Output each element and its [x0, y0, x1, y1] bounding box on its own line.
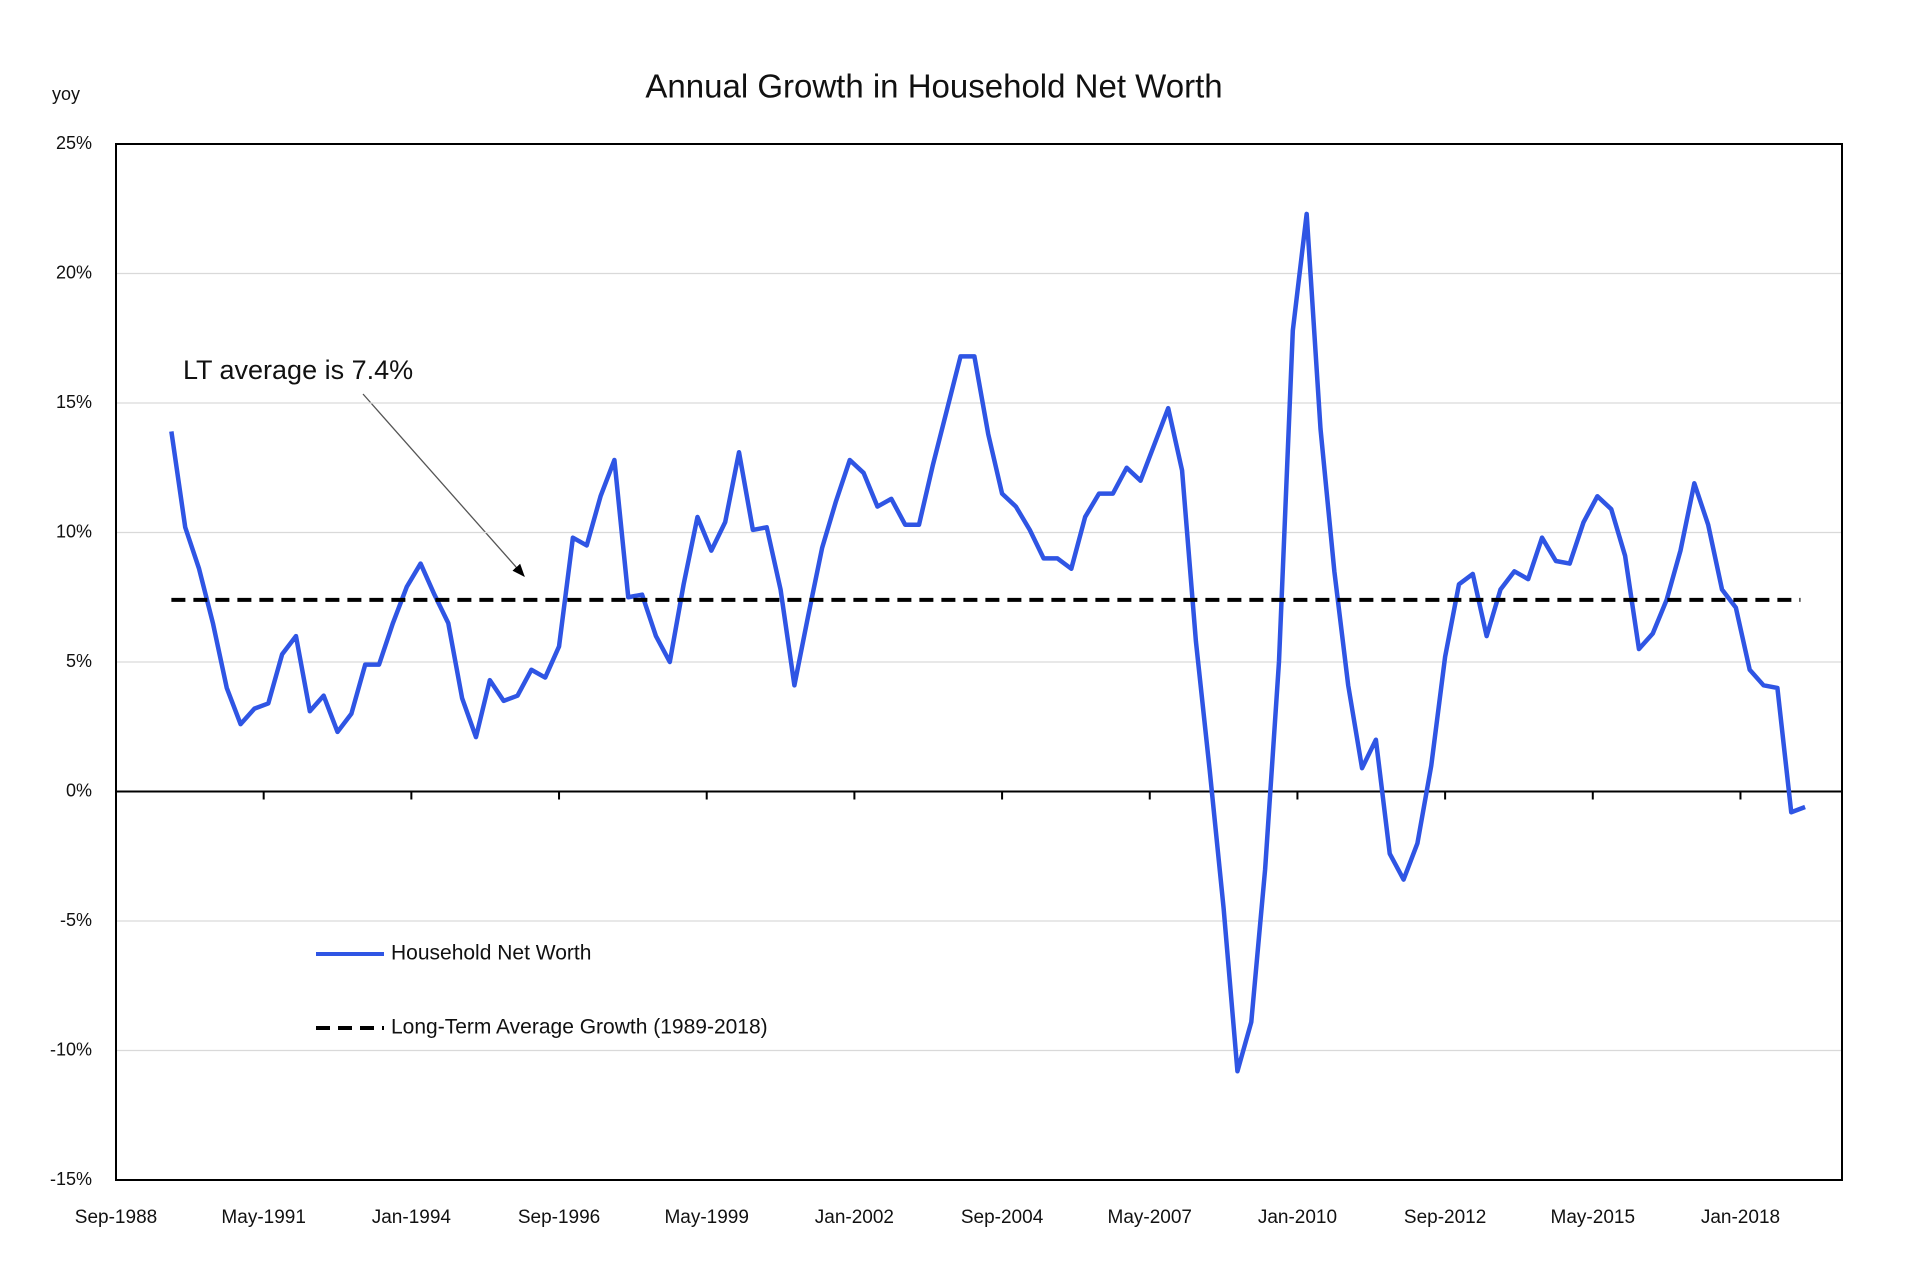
x-tick-label: May-1991 — [221, 1207, 306, 1228]
x-tick-label: Jan-2010 — [1258, 1207, 1337, 1228]
y-tick-label: -15% — [50, 1169, 92, 1189]
y-tick-label: 10% — [56, 521, 92, 541]
x-tick-label: May-1999 — [664, 1207, 749, 1228]
x-tick-label: Sep-1988 — [75, 1207, 157, 1228]
y-tick-label: -10% — [50, 1039, 92, 1059]
x-tick-label: Jan-1994 — [372, 1207, 452, 1228]
plot-frame — [115, 143, 1843, 1181]
y-tick-label: -5% — [60, 910, 92, 930]
annotation: LT average is 7.4% — [183, 355, 413, 385]
x-tick-label: Jan-2018 — [1701, 1207, 1780, 1228]
annotation-arrow — [362, 393, 525, 577]
y-tick-label: 20% — [56, 262, 92, 282]
y-tick-label: 5% — [66, 651, 92, 671]
legend-label: Long-Term Average Growth (1989-2018) — [391, 1016, 768, 1039]
x-tick-label: Jan-2002 — [815, 1207, 894, 1228]
y-axis-label: yoy — [52, 84, 80, 104]
chart-title: Annual Growth in Household Net Worth — [645, 68, 1222, 105]
y-tick-label: 0% — [66, 780, 92, 800]
x-tick-label: Sep-2004 — [961, 1207, 1044, 1228]
x-tick-label: May-2015 — [1551, 1207, 1636, 1228]
x-tick-label: Sep-2012 — [1404, 1207, 1486, 1228]
x-tick-label: May-2007 — [1108, 1207, 1193, 1228]
legend-label: Household Net Worth — [391, 942, 591, 965]
y-tick-label: 25% — [56, 133, 92, 153]
series-line — [169, 211, 1806, 1074]
y-tick-label: 15% — [56, 392, 92, 412]
x-tick-label: Sep-1996 — [518, 1207, 600, 1228]
